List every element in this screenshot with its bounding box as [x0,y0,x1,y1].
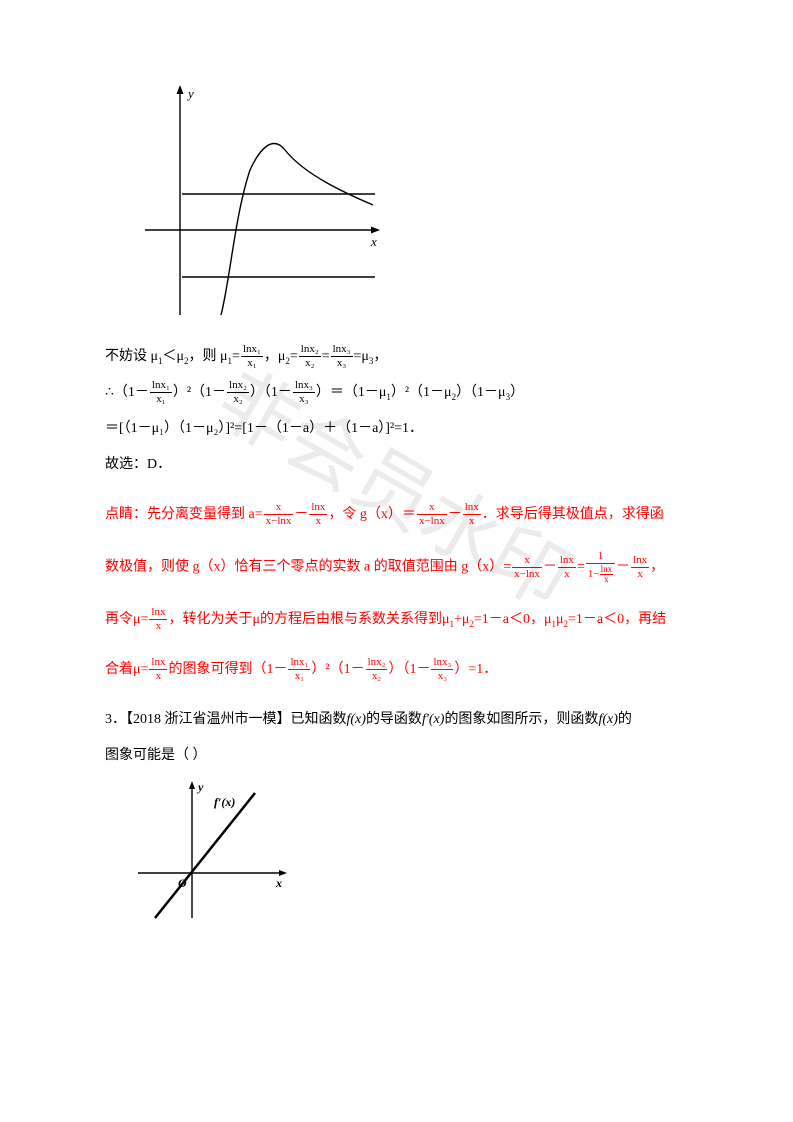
svg-text:y: y [186,86,194,101]
svg-text:y: y [196,780,204,794]
svg-text:x: x [275,876,282,890]
line-therefore-expand: ∴（1－lnx₁x₁）²（1－lnx₂x₂）（1－lnx₃x₃）＝（1－μ1）²… [105,379,688,407]
line-dianqing-2: 数极值，则使 g（x）恰有三个零点的实数 a 的取值范围由 g（x）=xx−ln… [105,551,688,584]
line-dianqing-1: 点睛：先分离变量得到 a=xx−lnx－lnxx，令 g（x）＝xx−lnx－l… [105,501,688,529]
line-equals-one: ＝[（1－μ₁）（1－μ₂）]²=[1－（1－a）＋（1－a）]²=1． [105,415,688,443]
line-mu-setup: 不妨设 μ1＜μ2，则 μ1=lnx₁x₁，μ2=lnx₂x₂=lnx₃x₃=μ… [105,343,688,371]
question-3-line2: 图象可能是（ ） [105,742,688,770]
line-dianqing-4: 合着μ=lnxx的图象可得到（1－lnx₁x₁）²（1－lnx₂x₂）（1－ln… [105,656,688,684]
graph-lnx-over-x: yx [135,80,688,325]
svg-text:f′(x): f′(x) [214,795,235,809]
line-dianqing-3: 再令μ=lnxx，转化为关于μ的方程后由根与系数关系得到μ1+μ2=1－a＜0，… [105,606,688,634]
graph-fprime: yxOf′(x) [130,778,688,928]
question-3-line1: 3．【2018 浙江省温州市一模】已知函数f(x)的导函数f′(x)的图象如图所… [105,706,688,734]
line-answer-d: 故选：D． [105,451,688,479]
svg-text:x: x [370,234,377,249]
